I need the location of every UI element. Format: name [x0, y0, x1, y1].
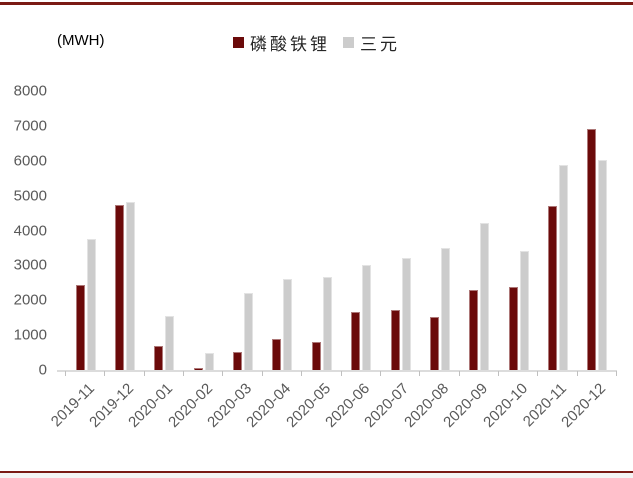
plot-area: [57, 91, 617, 376]
bar-group: [381, 91, 420, 370]
bar-group: [460, 91, 499, 370]
bottom-border-line: [0, 471, 633, 473]
y-axis-tick-label: 6000: [13, 152, 47, 170]
x-axis-tick-mark: [340, 371, 342, 376]
bar-lfp: [75, 284, 85, 370]
bar-group: [578, 91, 617, 370]
bar-lfp: [193, 367, 203, 370]
y-axis-tick-label: 5000: [13, 187, 47, 205]
bar-ternary: [322, 276, 332, 370]
bar-ternary: [283, 278, 293, 370]
bar-group: [302, 91, 341, 370]
bar-ternary: [558, 165, 568, 370]
bar-group: [499, 91, 538, 370]
bar-ternary: [244, 293, 254, 370]
top-border-line: [0, 2, 633, 5]
x-axis-tick-mark: [458, 371, 460, 376]
bar-ternary: [204, 352, 214, 370]
bottom-margin-strip: [0, 473, 633, 478]
legend-label: 三元: [360, 35, 400, 54]
y-axis-tick-label: 8000: [13, 82, 47, 100]
y-axis-tick-label: 2000: [13, 291, 47, 309]
bar-group: [105, 91, 144, 370]
bar-lfp: [508, 287, 518, 370]
bar-lfp: [469, 289, 479, 370]
x-axis-tick-mark: [537, 371, 539, 376]
bar-ternary: [440, 248, 450, 370]
bar-group: [420, 91, 459, 370]
y-axis: 0 1000 2000 3000 4000 5000 6000 7000 8000: [0, 83, 47, 379]
bar-ternary: [519, 251, 529, 370]
y-axis-tick-label: 0: [38, 361, 47, 379]
bar-lfp: [547, 205, 557, 370]
y-axis-tick-label: 3000: [13, 256, 47, 274]
y-axis-tick-label: 4000: [13, 222, 47, 239]
x-axis-tick-mark: [104, 371, 106, 376]
bar-ternary: [86, 239, 96, 370]
bar-ternary: [165, 315, 175, 370]
x-axis-labels: 2019-11 2019-12 2020-01 2020-02 2020-03 2020-…: [48, 375, 617, 450]
bar-ternary: [401, 257, 411, 370]
bar-lfp: [311, 342, 321, 370]
y-axis-unit-label: (MWH): [57, 32, 105, 49]
bar-lfp: [233, 351, 243, 370]
bar-group: [223, 91, 262, 370]
x-axis-tick-mark: [183, 371, 185, 376]
x-axis-tick-mark: [222, 371, 224, 376]
bar-ternary: [126, 201, 136, 370]
bar-lfp: [390, 310, 400, 370]
bar-group: [66, 91, 105, 370]
bar-lfp: [587, 128, 597, 370]
legend-swatch-icon: [233, 37, 244, 48]
x-axis-tick-mark: [379, 371, 381, 376]
legend: 磷酸铁锂 三元: [0, 30, 633, 55]
bar-group: [184, 91, 223, 370]
bar-group: [145, 91, 184, 370]
y-axis-tick-label: 7000: [13, 117, 47, 135]
bar-group: [538, 91, 577, 370]
bar-lfp: [272, 338, 282, 370]
x-axis-line: [57, 370, 617, 372]
bar-lfp: [115, 204, 125, 370]
bar-ternary: [480, 222, 490, 370]
legend-item: 磷酸铁锂: [233, 30, 330, 55]
x-axis-tick-mark: [261, 371, 263, 376]
bar-ternary: [362, 265, 372, 370]
x-axis-tick-mark: [616, 371, 617, 376]
bar-lfp: [154, 345, 164, 370]
x-axis-tick-mark: [65, 371, 66, 376]
legend-item: 三元: [343, 30, 400, 55]
x-axis-tick-mark: [419, 371, 421, 376]
bar-lfp: [429, 316, 439, 370]
x-axis-tick-mark: [576, 371, 578, 376]
bar-group: [263, 91, 302, 370]
bar-ternary: [598, 159, 608, 370]
bar-group: [342, 91, 381, 370]
legend-swatch-icon: [343, 37, 354, 48]
bar-groups: [66, 91, 617, 370]
legend-label: 磷酸铁锂: [250, 35, 330, 54]
x-axis-tick-mark: [143, 371, 145, 376]
x-axis-tick-mark: [301, 371, 303, 376]
x-axis-tick-mark: [497, 371, 499, 376]
y-axis-tick-label: 1000: [13, 326, 47, 344]
bar-lfp: [351, 312, 361, 370]
